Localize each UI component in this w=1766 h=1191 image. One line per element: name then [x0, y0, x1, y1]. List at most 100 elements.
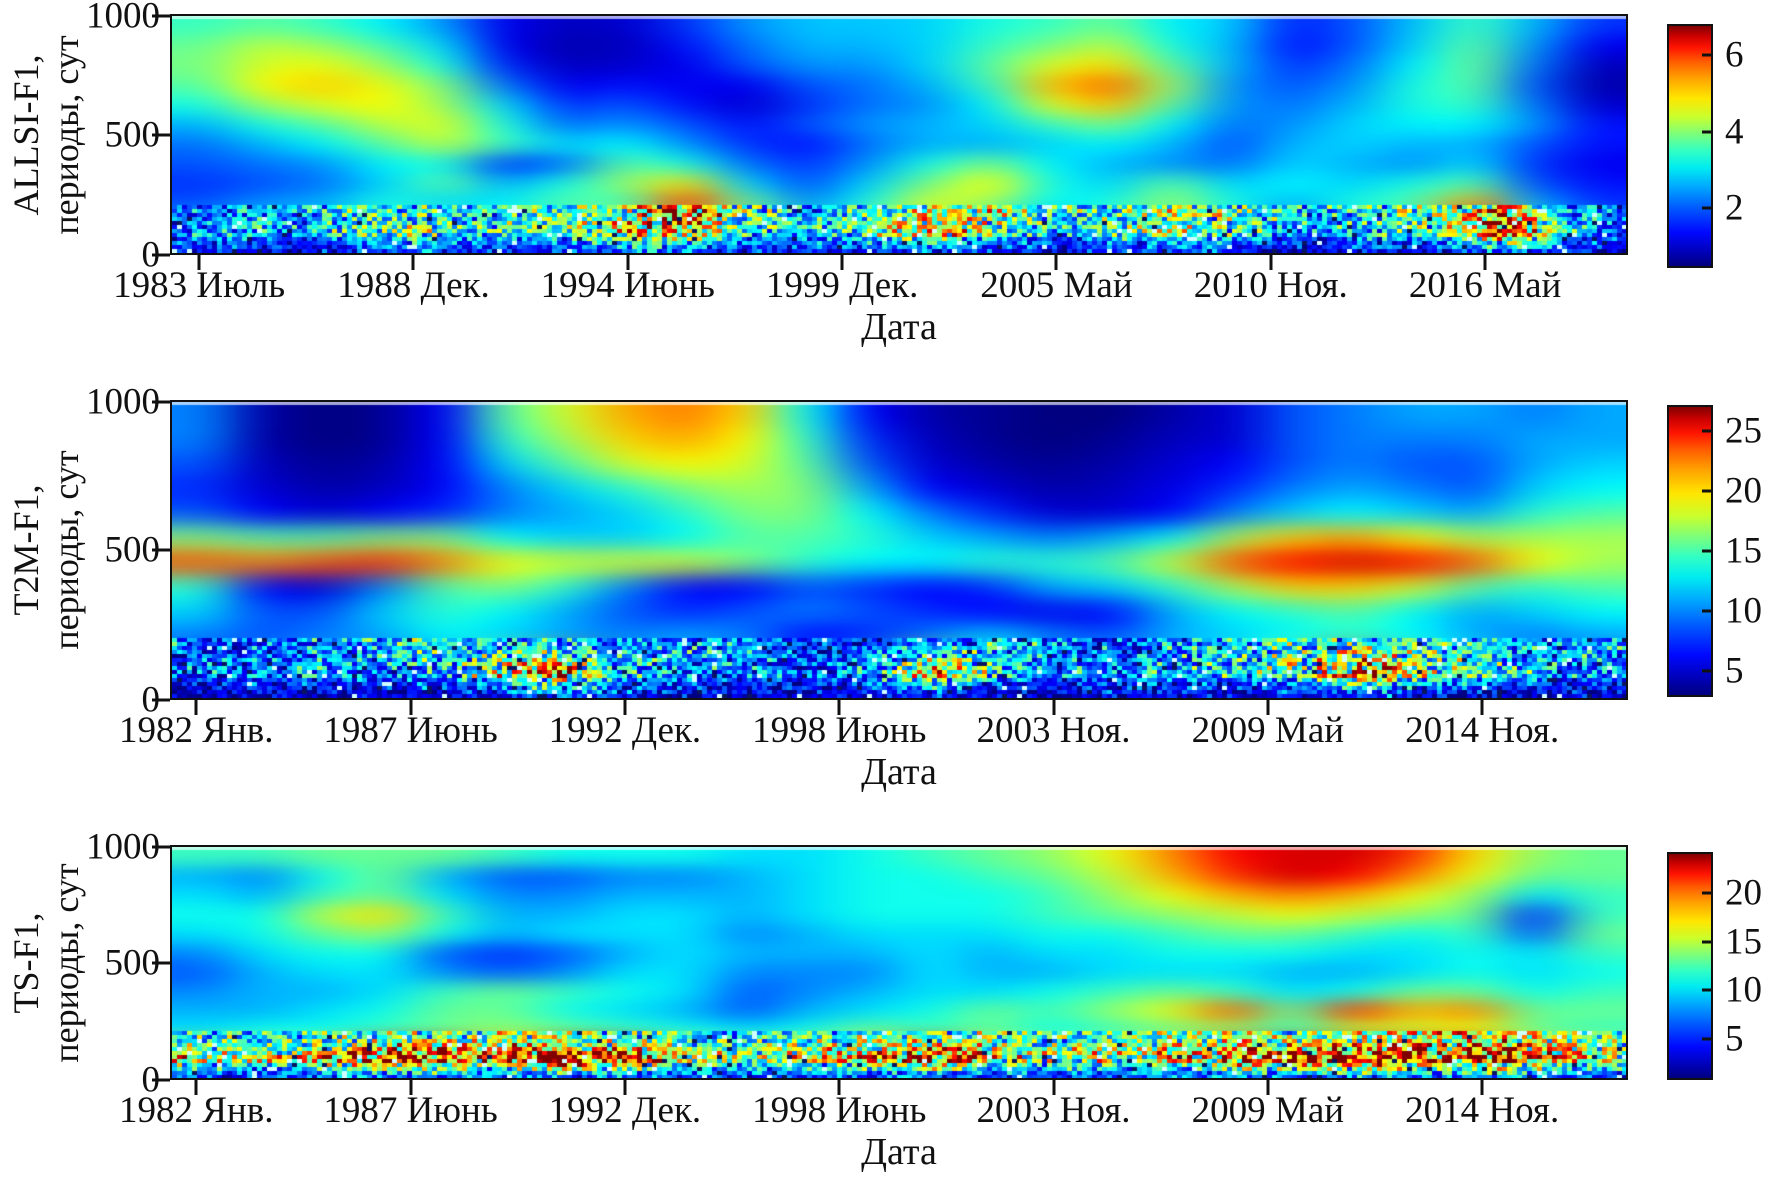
- y-tick-0: 0: [141, 1059, 161, 1101]
- x-tick-mark: [194, 1080, 198, 1095]
- colorbar-tick-mark: [1702, 609, 1711, 613]
- y-tick-1000: 1000: [86, 381, 160, 423]
- y-tick-labels: 1000 500 0: [40, 382, 161, 721]
- colorbar-tick-label: 15: [1725, 530, 1762, 572]
- x-tick-label: 2016 Май: [1408, 265, 1562, 306]
- heatmap-ts-f1: [170, 845, 1628, 1080]
- y-tick-marks: [152, 400, 170, 702]
- colorbar-tick-mark: [1702, 130, 1711, 134]
- y-axis-title-line2: периоды, сут: [46, 34, 86, 235]
- y-axis-title-line1: T2M-F1,: [6, 484, 46, 616]
- x-tick-label: 2003 Ноя.: [976, 710, 1131, 751]
- colorbar-tick-mark: [1702, 549, 1711, 553]
- colorbar-tick-label: 25: [1725, 410, 1762, 452]
- x-tick-mark: [1052, 700, 1056, 715]
- y-tick-labels: 1000 500 0: [40, 827, 161, 1101]
- colorbar-gradient: [1669, 407, 1711, 695]
- colorbar-tick-mark: [1702, 53, 1711, 57]
- x-tick-mark: [1052, 1080, 1056, 1095]
- x-tick-label: 2003 Ноя.: [976, 1090, 1131, 1131]
- x-tick-marks: [170, 1080, 1628, 1095]
- x-tick-label: 1987 Июнь: [323, 1090, 498, 1131]
- colorbar-ticks: 20 15 10 5: [1669, 854, 1762, 1078]
- x-tick-mark: [194, 700, 198, 715]
- x-tick-labels: 1982 Янв. 1987 Июнь 1992 Дек. 1998 Июнь 2003…: [119, 1089, 1628, 1133]
- colorbar-ts-f1: 20 15 10 5: [1667, 852, 1762, 1080]
- x-tick-mark: [1480, 1080, 1484, 1095]
- colorbar-tick-label: 2: [1725, 187, 1744, 229]
- colorbar-t2m-f1: 25 20 15 10 5: [1667, 405, 1762, 697]
- y-tick-0: 0: [141, 679, 161, 721]
- colorbar-tick-mark: [1702, 988, 1711, 992]
- colorbar-tick-label: 5: [1725, 1018, 1744, 1060]
- x-tick-mark: [1480, 700, 1484, 715]
- heatmap-allsi-f1: [170, 14, 1628, 255]
- x-tick-mark: [623, 700, 627, 715]
- x-tick-mark: [1054, 255, 1058, 270]
- heatmap-t2m-f1: [170, 400, 1628, 700]
- colorbar-tick-label: 4: [1725, 111, 1744, 153]
- x-tick-mark: [409, 1080, 413, 1095]
- colorbar-tick-label: 10: [1725, 969, 1762, 1011]
- y-tick-labels: 1000 500 0: [40, 0, 161, 276]
- colorbar-tick-label: 15: [1725, 921, 1762, 963]
- x-tick-mark: [1266, 1080, 1270, 1095]
- x-tick-label: 1982 Янв.: [119, 710, 274, 751]
- x-tick-mark: [837, 700, 841, 715]
- y-axis-title-line2: периоды, сут: [46, 450, 86, 650]
- heatmap-t2m-f1-canvas: [172, 402, 1626, 698]
- colorbar-tick-mark: [1702, 206, 1711, 210]
- x-tick-mark: [1266, 700, 1270, 715]
- y-tick-500: 500: [104, 114, 161, 155]
- x-tick-labels: 1982 Янв. 1987 Июнь 1992 Дек. 1998 Июнь 2003…: [119, 709, 1628, 753]
- colorbar-tick-label: 20: [1725, 872, 1762, 914]
- colorbar-tick-mark: [1702, 489, 1711, 493]
- y-tick-500: 500: [104, 942, 161, 983]
- colorbar-tick-label: 5: [1725, 650, 1744, 692]
- x-tick-mark: [1269, 255, 1273, 270]
- x-axis-title: Дата: [861, 751, 937, 793]
- x-tick-mark: [623, 1080, 627, 1095]
- x-tick-mark: [411, 255, 415, 270]
- x-tick-mark: [840, 255, 844, 270]
- colorbar-tick-mark: [1702, 669, 1711, 673]
- y-axis-title-line2: периоды, сут: [46, 862, 86, 1063]
- colorbar-ticks: 25 20 15 10 5: [1669, 407, 1762, 695]
- x-tick-label: 1992 Дек.: [548, 1090, 702, 1131]
- colorbar-tick-label: 10: [1725, 590, 1762, 632]
- x-tick-labels: 1983 Июль 1988 Дек. 1994 Июнь 1999 Дек. 2005…: [113, 264, 1628, 308]
- colorbar-tick-mark: [1702, 1037, 1711, 1041]
- colorbar-gradient: [1669, 854, 1711, 1078]
- colorbar-tick-label: 20: [1725, 470, 1762, 512]
- colorbar-ticks: 6 4 2: [1669, 26, 1744, 266]
- x-tick-label: 2005 Май: [980, 265, 1133, 306]
- y-tick-1000: 1000: [86, 0, 160, 37]
- x-tick-marks: [170, 700, 1628, 715]
- x-tick-marks: [170, 255, 1628, 270]
- y-tick-1000: 1000: [86, 826, 160, 868]
- y-tick-0: 0: [141, 234, 161, 276]
- x-tick-label: 2014 Ноя.: [1405, 710, 1560, 751]
- x-tick-mark: [409, 700, 413, 715]
- y-tick-marks: [152, 845, 170, 1082]
- colorbar-tick-mark: [1702, 891, 1711, 895]
- x-tick-mark: [626, 255, 630, 270]
- y-axis-title-line1: TS-F1,: [6, 911, 46, 1014]
- x-tick-label: 1998 Июнь: [752, 1090, 927, 1131]
- colorbar-allsi-f1: 6 4 2: [1667, 24, 1744, 268]
- colorbar-gradient: [1669, 26, 1711, 266]
- colorbar-tick-label: 6: [1725, 34, 1744, 76]
- y-tick-500: 500: [104, 529, 161, 571]
- x-tick-label: 2009 Май: [1191, 1090, 1345, 1131]
- x-tick-label: 1987 Июнь: [323, 710, 498, 751]
- x-tick-mark: [197, 255, 201, 270]
- x-axis-title: Дата: [861, 1131, 937, 1173]
- x-tick-label: 1988 Дек.: [337, 265, 490, 306]
- y-tick-marks: [152, 14, 170, 257]
- x-tick-label: 2014 Ноя.: [1405, 1090, 1560, 1131]
- x-tick-label: 1998 Июнь: [752, 710, 927, 751]
- x-tick-label: 1999 Дек.: [765, 265, 919, 306]
